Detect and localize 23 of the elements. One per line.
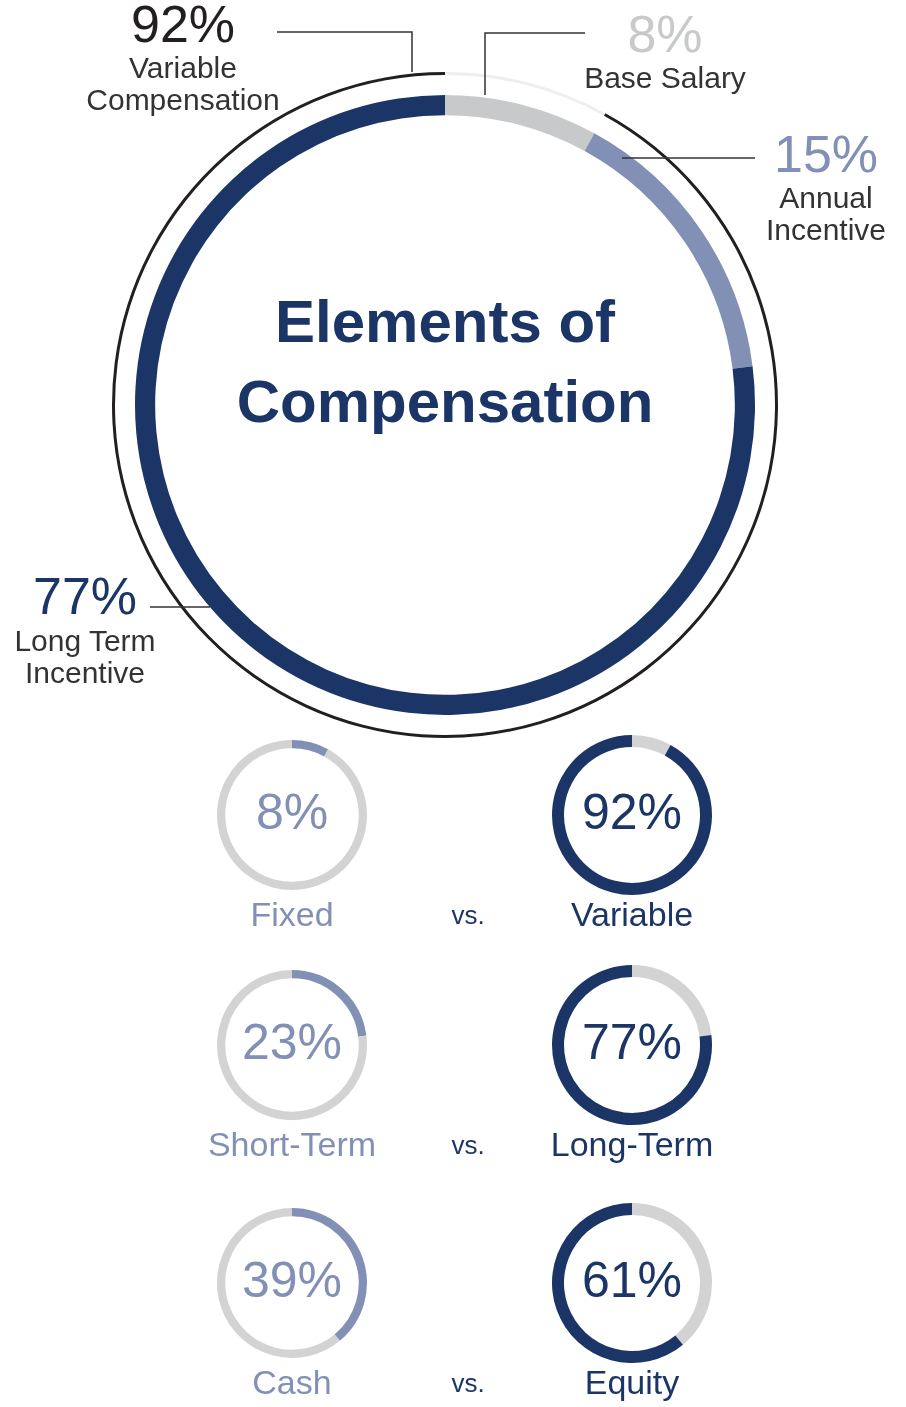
text: Variable xyxy=(570,895,694,934)
data-label: 92% xyxy=(581,783,683,840)
slice-label: Long Term Incentive xyxy=(14,624,156,690)
text: Short-Term xyxy=(207,1125,377,1164)
data-label: 61% xyxy=(581,1251,683,1308)
text: vs. xyxy=(451,900,485,931)
data-label: 15% xyxy=(773,125,879,184)
data-label: 92% xyxy=(130,0,236,54)
data-label: 77% xyxy=(32,567,138,626)
text: Elements of Compensation xyxy=(236,287,654,435)
slice-label: Annual Incentive xyxy=(765,181,887,247)
slice-label: Variable Compensation xyxy=(86,51,280,117)
slice-label: Base Salary xyxy=(584,61,746,95)
text: Fixed xyxy=(250,895,334,934)
data-label: 77% xyxy=(581,1013,683,1070)
text: Equity xyxy=(584,1363,680,1402)
text: vs. xyxy=(451,1130,485,1161)
text: Long-Term xyxy=(550,1125,714,1164)
text: Cash xyxy=(252,1363,332,1402)
text: vs. xyxy=(451,1368,485,1399)
data-label: 8% xyxy=(255,783,329,840)
data-label: 23% xyxy=(241,1013,343,1070)
data-label: 39% xyxy=(241,1251,343,1308)
